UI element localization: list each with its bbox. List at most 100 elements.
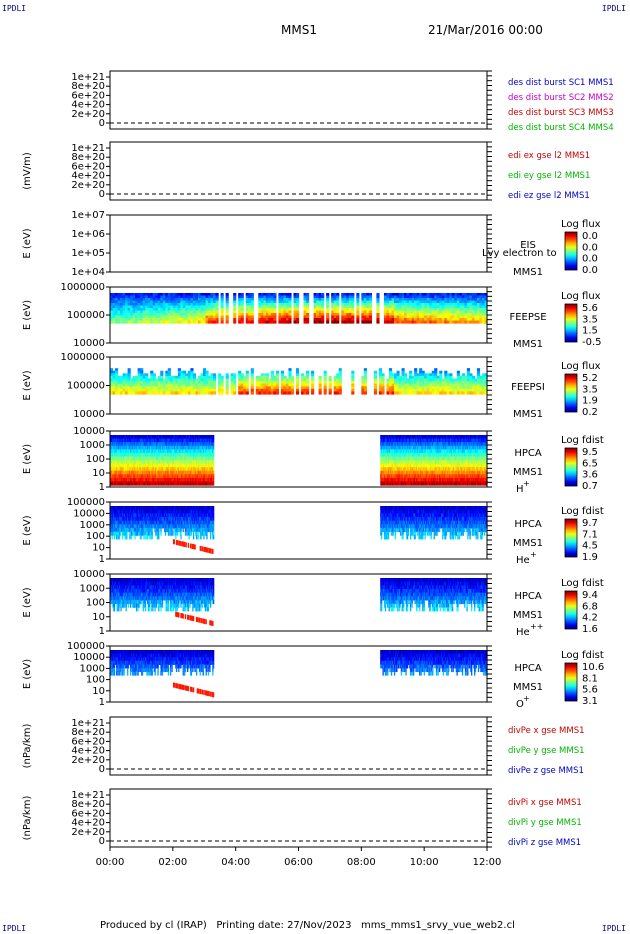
spectrogram-cell: [176, 481, 178, 486]
spectrogram-cell: [187, 388, 192, 393]
spectrogram-feepsi: [110, 368, 488, 395]
spectrogram-cell: [198, 449, 200, 454]
spectrogram-cell: [167, 388, 171, 393]
spectrogram-cell: [199, 481, 201, 486]
spectrogram-cell: [393, 470, 395, 475]
spectrogram-cell: [451, 320, 455, 324]
spectrogram-cell: [394, 310, 398, 314]
spectrogram-cell: [356, 320, 360, 324]
spectrogram-cell: [187, 452, 189, 458]
spectrogram-cell: [145, 378, 149, 382]
spectrogram-cell: [416, 378, 420, 382]
spectrogram-cell: [464, 308, 468, 312]
spectrogram-cell: [260, 391, 264, 395]
spectrogram-cell: [383, 449, 385, 454]
spectrogram-cell: [395, 470, 397, 475]
spectrogram-cell: [141, 438, 144, 443]
spectrogram-cell: [434, 386, 438, 390]
spectrogram-cell: [162, 460, 164, 465]
spectrogram-cell: [138, 438, 140, 443]
spectrogram-cell: [323, 388, 327, 393]
spectrogram-cell: [175, 470, 177, 475]
spectrogram-cell: [391, 445, 393, 450]
spectrogram-cell: [140, 368, 144, 372]
spectrogram-cell: [421, 305, 425, 309]
spectrogram-cell: [306, 310, 310, 314]
spectrogram-cell: [209, 463, 212, 468]
spectrogram-cell: [391, 300, 395, 304]
spectrogram-cell: [208, 318, 212, 322]
spectrogram-cell: [391, 318, 395, 322]
spectrogram-cell: [326, 295, 330, 299]
spectrogram-cell: [137, 381, 141, 385]
spectrogram-cell: [316, 310, 320, 314]
spectrogram-cell: [194, 452, 196, 458]
spectrogram-cell: [248, 310, 252, 314]
spectrogram-cell: [348, 315, 352, 319]
spectrogram-cell: [147, 460, 149, 465]
spectrogram-cell: [118, 435, 121, 440]
spectrogram-cell: [306, 318, 310, 322]
spectrogram-cell: [187, 463, 189, 468]
spectrogram-cell: [125, 452, 127, 458]
spectrogram-cell: [150, 308, 154, 312]
spectrogram-cell: [115, 456, 118, 461]
spectrogram-cell: [178, 474, 180, 479]
spectrogram-cell: [119, 460, 121, 465]
spectrogram-cell: [311, 373, 315, 377]
panel-dist-legend-2: des dist burst SC3 MMS3: [508, 108, 614, 118]
spectrogram-cell: [446, 378, 450, 382]
spectrogram-cell: [187, 442, 189, 447]
spectrogram-cell: [383, 470, 385, 475]
spectrogram-cell: [117, 303, 121, 307]
spectrogram-cell: [363, 303, 367, 307]
spectrogram-cell: [122, 481, 124, 486]
spectrogram-cell: [188, 442, 190, 447]
spectrogram-cell: [135, 303, 139, 307]
spectrogram-cell: [172, 435, 175, 440]
spectrogram-cell: [208, 303, 212, 307]
spectrogram-cell: [421, 318, 425, 322]
colorbar-feepse-title: Log flux: [561, 291, 601, 302]
spectrogram-cell: [132, 435, 134, 440]
spectrogram-cell: [436, 375, 440, 380]
spectrogram-cell: [193, 474, 196, 479]
spectrogram-cell: [132, 442, 135, 447]
spectrogram-cell: [192, 300, 197, 304]
spectrogram-cell: [429, 308, 433, 312]
spectrogram-cell: [391, 305, 395, 309]
spectrogram-cell: [275, 378, 279, 382]
spectrogram-cell: [383, 318, 388, 322]
spectrogram-cell: [238, 381, 242, 385]
spectrogram-cell: [164, 467, 166, 472]
spectrogram-cell: [152, 305, 156, 309]
spectrogram-cell: [431, 313, 435, 317]
spectrogram-cell: [137, 391, 141, 395]
spectrogram-cell: [142, 320, 146, 324]
spectrogram-cell: [117, 313, 121, 317]
spectrogram-cell: [419, 388, 423, 393]
spectrogram-cell: [270, 295, 274, 299]
spectrogram-cell: [152, 481, 155, 486]
spectrogram-cell: [207, 445, 210, 450]
spectrogram-cell: [162, 300, 166, 304]
spectrogram-cell: [147, 383, 151, 387]
spectrogram-cell: [115, 318, 119, 322]
spectrogram-cell: [255, 388, 259, 393]
spectrogram-cell: [173, 481, 176, 486]
spectrogram-cell: [183, 463, 185, 468]
spectrogram-cell: [424, 375, 428, 380]
ytick-label: 10000: [73, 338, 105, 349]
spectrogram-cell: [183, 470, 185, 475]
spectrogram-cell: [484, 313, 488, 317]
spectrogram-cell: [117, 295, 121, 299]
spectrogram-cell: [169, 456, 172, 461]
spectrogram-cell: [152, 320, 156, 324]
spectrogram-cell: [225, 388, 229, 393]
spectrogram-cell: [157, 298, 161, 302]
spectrogram-cell: [167, 456, 170, 461]
spectrogram-cell: [278, 295, 282, 299]
spectrogram-cell: [396, 375, 400, 380]
spectrogram-cell: [383, 435, 385, 440]
spectrogram-cell: [280, 320, 285, 324]
